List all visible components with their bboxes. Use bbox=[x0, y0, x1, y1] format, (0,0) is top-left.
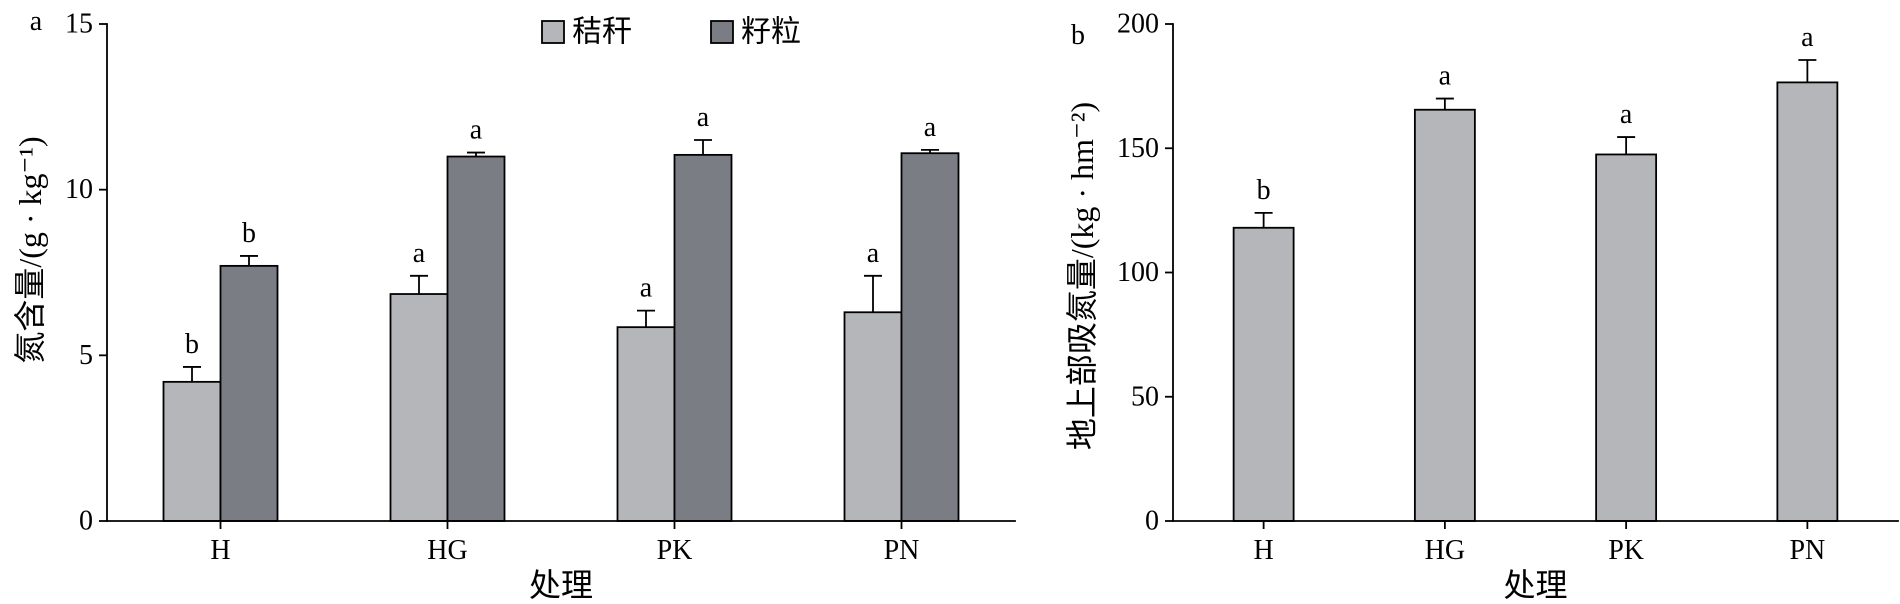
error-bar bbox=[1254, 211, 1273, 228]
bar-series1-pk bbox=[1595, 153, 1658, 522]
error-bar bbox=[1617, 136, 1636, 155]
y-tick-label: 0 bbox=[79, 506, 93, 537]
x-tick-label: HG bbox=[1425, 535, 1465, 566]
bar-series2-h bbox=[219, 264, 279, 522]
bar-series2-pn bbox=[900, 152, 960, 522]
x-tick-label: H bbox=[210, 535, 230, 566]
error-bar bbox=[1798, 59, 1817, 83]
significance-letter: a bbox=[413, 238, 426, 269]
bar-series1-hg bbox=[1413, 108, 1476, 522]
error-bar bbox=[240, 255, 258, 266]
x-tick-label: PN bbox=[1789, 535, 1825, 566]
error-bar bbox=[410, 274, 428, 295]
legend-swatch-series2 bbox=[710, 20, 734, 44]
bar-series1-h bbox=[162, 380, 222, 522]
panel-label: b bbox=[1071, 20, 1085, 51]
y-tick-label: 10 bbox=[65, 174, 93, 205]
bar-series1-pn bbox=[843, 311, 903, 522]
significance-letter: a bbox=[470, 115, 483, 146]
y-axis-label: 地上部吸氮量/(kg · hm⁻²) bbox=[1064, 102, 1100, 450]
error-bar bbox=[637, 309, 655, 328]
x-tick-label: HG bbox=[427, 535, 467, 566]
significance-letter: a bbox=[1801, 22, 1814, 53]
bar-series1-pn bbox=[1776, 81, 1839, 522]
x-tick-label: PK bbox=[1608, 535, 1644, 566]
x-axis-label: 处理 bbox=[1503, 567, 1567, 603]
error-bar bbox=[183, 366, 201, 382]
significance-letter: a bbox=[1439, 61, 1452, 92]
bar-series1-pk bbox=[616, 326, 676, 522]
y-tick-label: 200 bbox=[1117, 9, 1159, 40]
y-tick-label: 100 bbox=[1117, 257, 1159, 288]
bar-series1-hg bbox=[389, 293, 449, 522]
y-axis-label: 氮含量/(g · kg⁻¹) bbox=[12, 136, 48, 363]
y-tick-label: 15 bbox=[65, 9, 93, 40]
x-axis-label: 处理 bbox=[529, 567, 593, 603]
significance-letter: a bbox=[924, 112, 937, 143]
significance-letter: b bbox=[185, 329, 199, 360]
y-tick-label: 5 bbox=[79, 340, 93, 371]
error-bar bbox=[921, 149, 939, 154]
bar-series2-pk bbox=[673, 153, 733, 522]
significance-letter: a bbox=[1620, 99, 1633, 130]
bar-series1-h bbox=[1232, 226, 1295, 522]
significance-letter: a bbox=[640, 273, 653, 304]
significance-letter: b bbox=[242, 218, 256, 249]
legend-swatch-series1 bbox=[541, 20, 565, 44]
x-tick-label: PK bbox=[657, 535, 693, 566]
error-bar bbox=[467, 151, 485, 157]
error-bar bbox=[864, 274, 882, 313]
significance-letter: b bbox=[1257, 175, 1271, 206]
y-tick-label: 50 bbox=[1131, 381, 1159, 412]
panel-label: a bbox=[30, 6, 43, 37]
chart-panel-a: a b a a a b a a a 0 5 10 15 H HG PK PN 处理 氮含量/(g · kg⁻¹) 秸秆… bbox=[12, 6, 1016, 603]
legend-label-series1: 秸秆 bbox=[572, 16, 632, 49]
legend-label-series2: 籽粒 bbox=[741, 16, 801, 49]
error-bar bbox=[1435, 97, 1454, 110]
legend: 秸秆 籽粒 bbox=[541, 16, 801, 49]
chart-panel-b: b b a a a 0 50 100 150 200 H HG PK PN 处理 地上部吸氮量/(kg · h… bbox=[1064, 9, 1899, 603]
y-tick-label: 150 bbox=[1117, 133, 1159, 164]
significance-letter: a bbox=[867, 238, 880, 269]
x-tick-label: PN bbox=[884, 535, 920, 566]
x-tick-label: H bbox=[1254, 535, 1274, 566]
significance-letter: a bbox=[697, 102, 710, 133]
y-tick-label: 0 bbox=[1145, 506, 1159, 537]
error-bar bbox=[694, 139, 712, 155]
bar-series2-hg bbox=[446, 155, 506, 522]
